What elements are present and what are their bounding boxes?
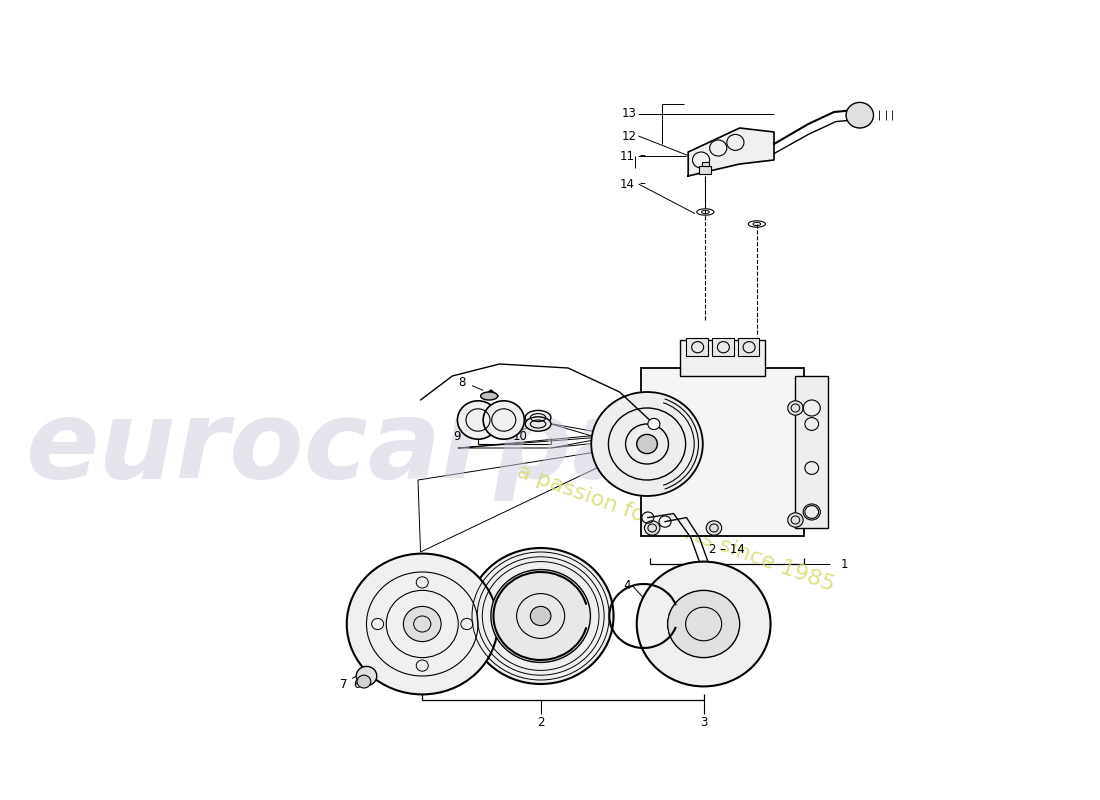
Bar — [641, 368, 804, 536]
Text: –: – — [639, 150, 646, 162]
Bar — [702, 162, 708, 166]
Circle shape — [706, 521, 722, 535]
Text: 10: 10 — [513, 430, 527, 442]
Text: 2 – 14: 2 – 14 — [708, 543, 745, 556]
Circle shape — [645, 521, 660, 535]
Bar — [680, 340, 766, 376]
Circle shape — [592, 392, 703, 496]
Circle shape — [346, 554, 497, 694]
Text: 3: 3 — [700, 716, 707, 729]
Ellipse shape — [525, 417, 551, 431]
Circle shape — [458, 401, 498, 439]
Ellipse shape — [481, 392, 497, 400]
Circle shape — [530, 606, 551, 626]
Bar — [795, 376, 828, 528]
Circle shape — [356, 666, 377, 686]
Ellipse shape — [525, 410, 551, 425]
Text: 12: 12 — [621, 130, 637, 142]
Circle shape — [404, 606, 441, 642]
Circle shape — [846, 102, 873, 128]
Text: 13: 13 — [621, 107, 637, 120]
Text: 14: 14 — [620, 178, 635, 190]
Text: 2: 2 — [537, 716, 544, 729]
Polygon shape — [689, 128, 774, 176]
Bar — [712, 338, 734, 356]
Bar — [700, 166, 712, 174]
Circle shape — [648, 418, 660, 430]
Text: 11: 11 — [620, 150, 635, 162]
Text: a passion for parts since 1985: a passion for parts since 1985 — [514, 461, 837, 595]
Bar — [686, 338, 708, 356]
Circle shape — [483, 401, 525, 439]
Text: 8: 8 — [458, 376, 465, 389]
Circle shape — [491, 570, 591, 662]
Text: 5: 5 — [499, 626, 506, 638]
Circle shape — [468, 548, 614, 684]
Text: 9: 9 — [453, 430, 460, 442]
Circle shape — [788, 513, 803, 527]
Text: 1: 1 — [840, 558, 848, 570]
Circle shape — [637, 562, 771, 686]
Text: 6: 6 — [353, 678, 361, 690]
Text: 4: 4 — [624, 579, 631, 592]
Text: 7: 7 — [340, 678, 348, 690]
Circle shape — [788, 401, 803, 415]
Circle shape — [637, 434, 658, 454]
Text: eurocarparts: eurocarparts — [25, 395, 815, 501]
Text: –: – — [639, 178, 646, 190]
Circle shape — [358, 675, 371, 688]
Bar — [738, 338, 759, 356]
Circle shape — [668, 590, 739, 658]
